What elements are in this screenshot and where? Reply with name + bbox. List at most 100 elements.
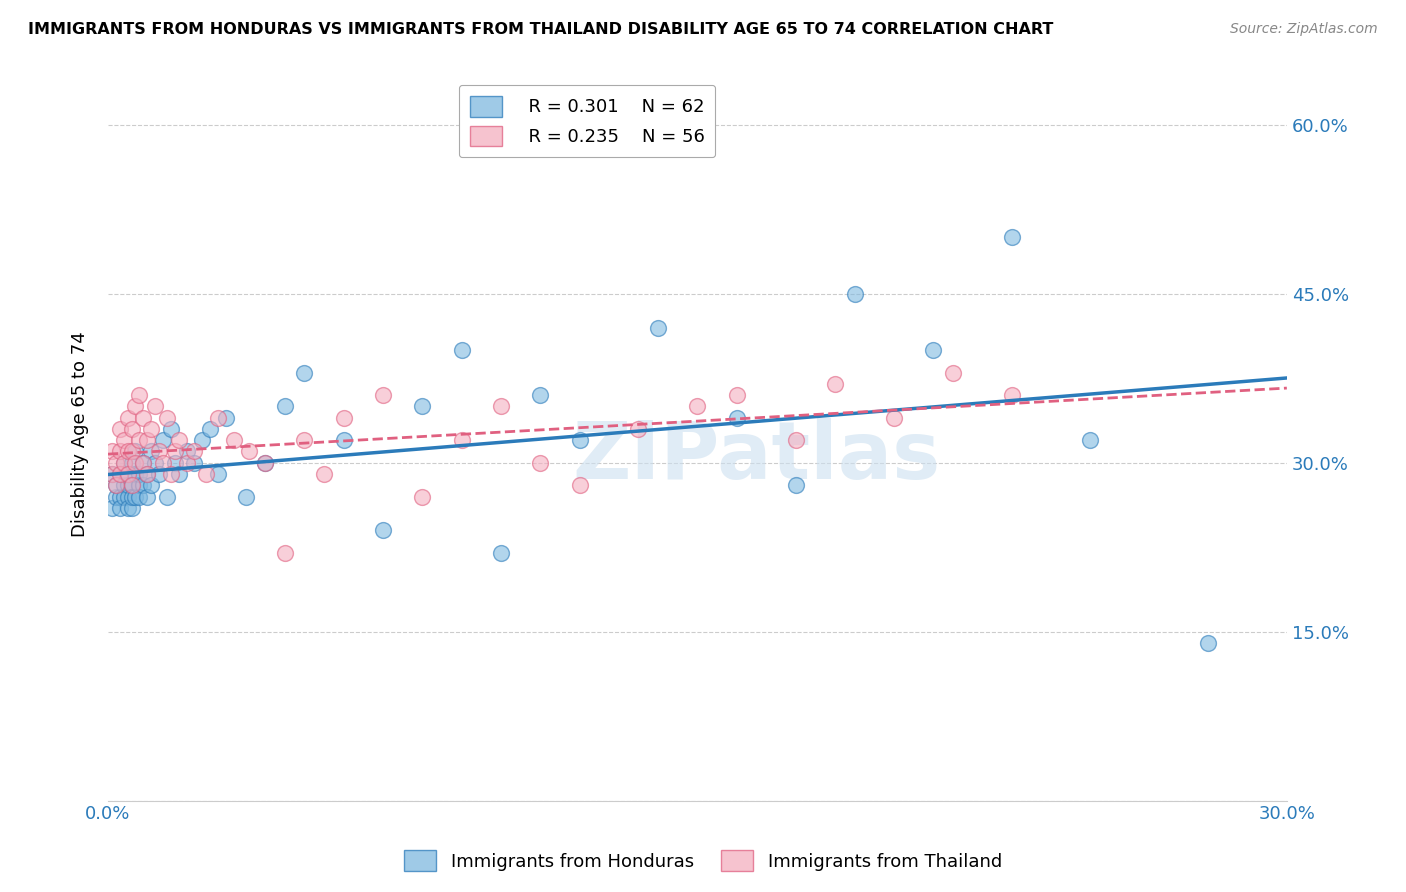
Point — [725, 388, 748, 402]
Point — [128, 467, 150, 481]
Point — [124, 444, 146, 458]
Text: ZIPatlas: ZIPatlas — [572, 417, 941, 496]
Point — [274, 400, 297, 414]
Point — [1197, 636, 1219, 650]
Point — [568, 478, 591, 492]
Point — [143, 456, 166, 470]
Point — [117, 490, 139, 504]
Y-axis label: Disability Age 65 to 74: Disability Age 65 to 74 — [72, 332, 89, 538]
Point — [152, 433, 174, 447]
Point — [529, 456, 551, 470]
Point — [152, 456, 174, 470]
Point — [101, 467, 124, 481]
Point — [411, 490, 433, 504]
Point — [128, 490, 150, 504]
Point — [254, 456, 277, 470]
Point — [568, 433, 591, 447]
Point — [1080, 433, 1102, 447]
Point — [136, 467, 159, 481]
Point — [141, 444, 163, 458]
Point — [128, 478, 150, 492]
Point — [489, 400, 512, 414]
Point — [371, 524, 394, 538]
Point — [163, 456, 186, 470]
Point — [101, 444, 124, 458]
Point — [132, 456, 155, 470]
Point — [450, 433, 472, 447]
Point — [332, 433, 354, 447]
Point — [121, 478, 143, 492]
Point — [207, 410, 229, 425]
Point — [132, 456, 155, 470]
Point — [160, 422, 183, 436]
Legend:   R = 0.301    N = 62,   R = 0.235    N = 56: R = 0.301 N = 62, R = 0.235 N = 56 — [458, 85, 716, 157]
Point — [108, 490, 131, 504]
Point — [104, 490, 127, 504]
Point — [294, 433, 316, 447]
Point — [104, 456, 127, 470]
Point — [647, 320, 669, 334]
Point — [824, 376, 846, 391]
Point — [108, 422, 131, 436]
Point — [183, 444, 205, 458]
Point — [844, 286, 866, 301]
Point — [489, 546, 512, 560]
Point — [235, 490, 257, 504]
Point — [117, 444, 139, 458]
Point — [101, 467, 124, 481]
Point — [294, 366, 316, 380]
Point — [1001, 230, 1024, 244]
Point — [627, 422, 650, 436]
Point — [128, 388, 150, 402]
Point — [117, 467, 139, 481]
Point — [156, 410, 179, 425]
Point — [1001, 388, 1024, 402]
Point — [121, 456, 143, 470]
Point — [112, 456, 135, 470]
Point — [167, 467, 190, 481]
Point — [883, 410, 905, 425]
Point — [450, 343, 472, 357]
Point — [529, 388, 551, 402]
Point — [108, 467, 131, 481]
Point — [136, 467, 159, 481]
Point — [195, 467, 218, 481]
Point — [215, 410, 238, 425]
Point — [108, 500, 131, 515]
Legend: Immigrants from Honduras, Immigrants from Thailand: Immigrants from Honduras, Immigrants fro… — [396, 843, 1010, 879]
Point — [785, 433, 807, 447]
Point — [143, 400, 166, 414]
Point — [121, 490, 143, 504]
Point — [167, 433, 190, 447]
Point — [922, 343, 945, 357]
Point — [101, 500, 124, 515]
Point — [108, 467, 131, 481]
Point — [725, 410, 748, 425]
Point — [136, 490, 159, 504]
Point — [121, 500, 143, 515]
Text: Source: ZipAtlas.com: Source: ZipAtlas.com — [1230, 22, 1378, 37]
Point — [148, 467, 170, 481]
Point — [332, 410, 354, 425]
Point — [108, 444, 131, 458]
Point — [942, 366, 965, 380]
Point — [191, 433, 214, 447]
Point — [104, 478, 127, 492]
Point — [104, 478, 127, 492]
Point — [160, 467, 183, 481]
Point — [176, 444, 198, 458]
Point — [163, 444, 186, 458]
Point — [117, 467, 139, 481]
Point — [132, 478, 155, 492]
Point — [124, 400, 146, 414]
Point — [112, 456, 135, 470]
Point — [148, 444, 170, 458]
Point — [128, 433, 150, 447]
Point — [124, 467, 146, 481]
Point — [314, 467, 336, 481]
Point — [112, 478, 135, 492]
Point — [222, 433, 245, 447]
Point — [141, 422, 163, 436]
Point — [132, 410, 155, 425]
Point — [411, 400, 433, 414]
